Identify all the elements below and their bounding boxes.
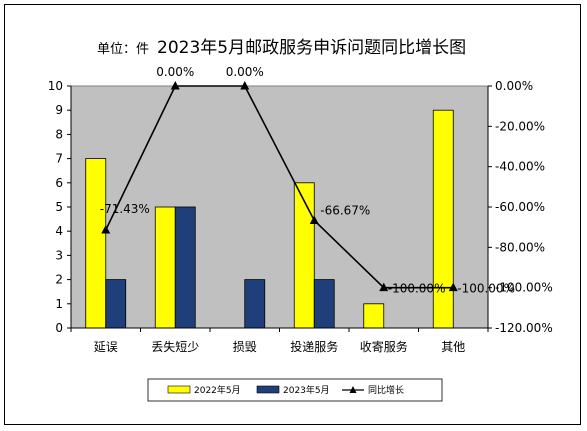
bar [244,279,266,329]
left-tick-label: 10 [48,79,63,93]
right-tick-label: -20.00% [495,119,545,133]
left-tick-label: 3 [55,248,63,262]
growth-data-label: -100.00% [388,282,446,296]
legend: 2022年5月 2023年5月 同比增长 [167,384,404,396]
left-tick-label: 0 [55,321,63,335]
right-axis: 0.00% -20.00% -40.00% -60.00% -80.00% -100.00… [487,79,553,335]
right-tick-label: -120.00% [495,321,553,335]
legend-label: 同比增长 [368,384,404,396]
bar [174,206,196,329]
growth-marker [240,81,250,90]
growth-data-label: -100.00% [457,282,515,296]
category-label: 丢失短少 [151,339,199,354]
category-label: 收寄服务 [360,339,408,354]
right-tick-label: 0.00% [495,79,533,93]
category-label: 延误 [94,340,118,354]
left-tick-label: 7 [55,152,63,166]
bar [154,206,176,329]
left-tick-label: 9 [55,103,63,117]
bar [85,158,107,329]
left-tick-label: 1 [55,297,63,311]
left-tick-label: 8 [55,127,63,141]
legend-label: 2022年5月 [194,384,241,396]
growth-marker [101,225,111,234]
legend-label: 2023年5月 [283,384,330,396]
category-label: 损毁 [233,339,257,354]
left-tick-label: 2 [55,273,63,287]
bars [85,109,454,329]
growth-data-label: 0.00% [226,65,264,79]
left-tick-label: 5 [55,200,63,214]
growth-marker [379,282,389,292]
growth-data-label: 0.00% [156,65,194,79]
left-axis: 0 1 2 3 4 5 6 7 8 9 10 [48,79,72,335]
chart-unit-label: 单位：件 [97,42,149,57]
legend-marker [349,386,357,393]
right-tick-label: -80.00% [495,240,545,254]
category-label: 投递服务 [290,339,338,354]
legend-swatch [167,385,191,394]
left-tick-label: 4 [55,224,63,238]
left-tick-label: 6 [55,176,63,190]
right-tick-label: -40.00% [495,160,545,174]
growth-marker [170,81,180,90]
bar [363,303,385,329]
growth-data-label: -71.43% [100,202,150,216]
right-tick-label: -100.00% [495,281,553,295]
chart-title: 2023年5月邮政服务申诉问题同比增长图 [157,38,466,58]
growth-polyline [105,85,454,289]
growth-marker [309,215,319,224]
legend-swatch [256,385,280,394]
growth-marker [448,282,458,292]
growth-line: -71.43% 0.00% 0.00% -66.67% -100.00% -100.00% [100,65,515,296]
category-label: 其他 [441,340,465,354]
right-tick-label: -60.00% [495,200,545,214]
growth-data-label: -66.67% [320,203,370,217]
bar [105,279,127,329]
bar [313,279,335,329]
legend-box [147,378,443,402]
bar [293,182,315,329]
category-labels: 延误 丢失短少 损毁 投递服务 收寄服务 其他 [70,327,489,354]
